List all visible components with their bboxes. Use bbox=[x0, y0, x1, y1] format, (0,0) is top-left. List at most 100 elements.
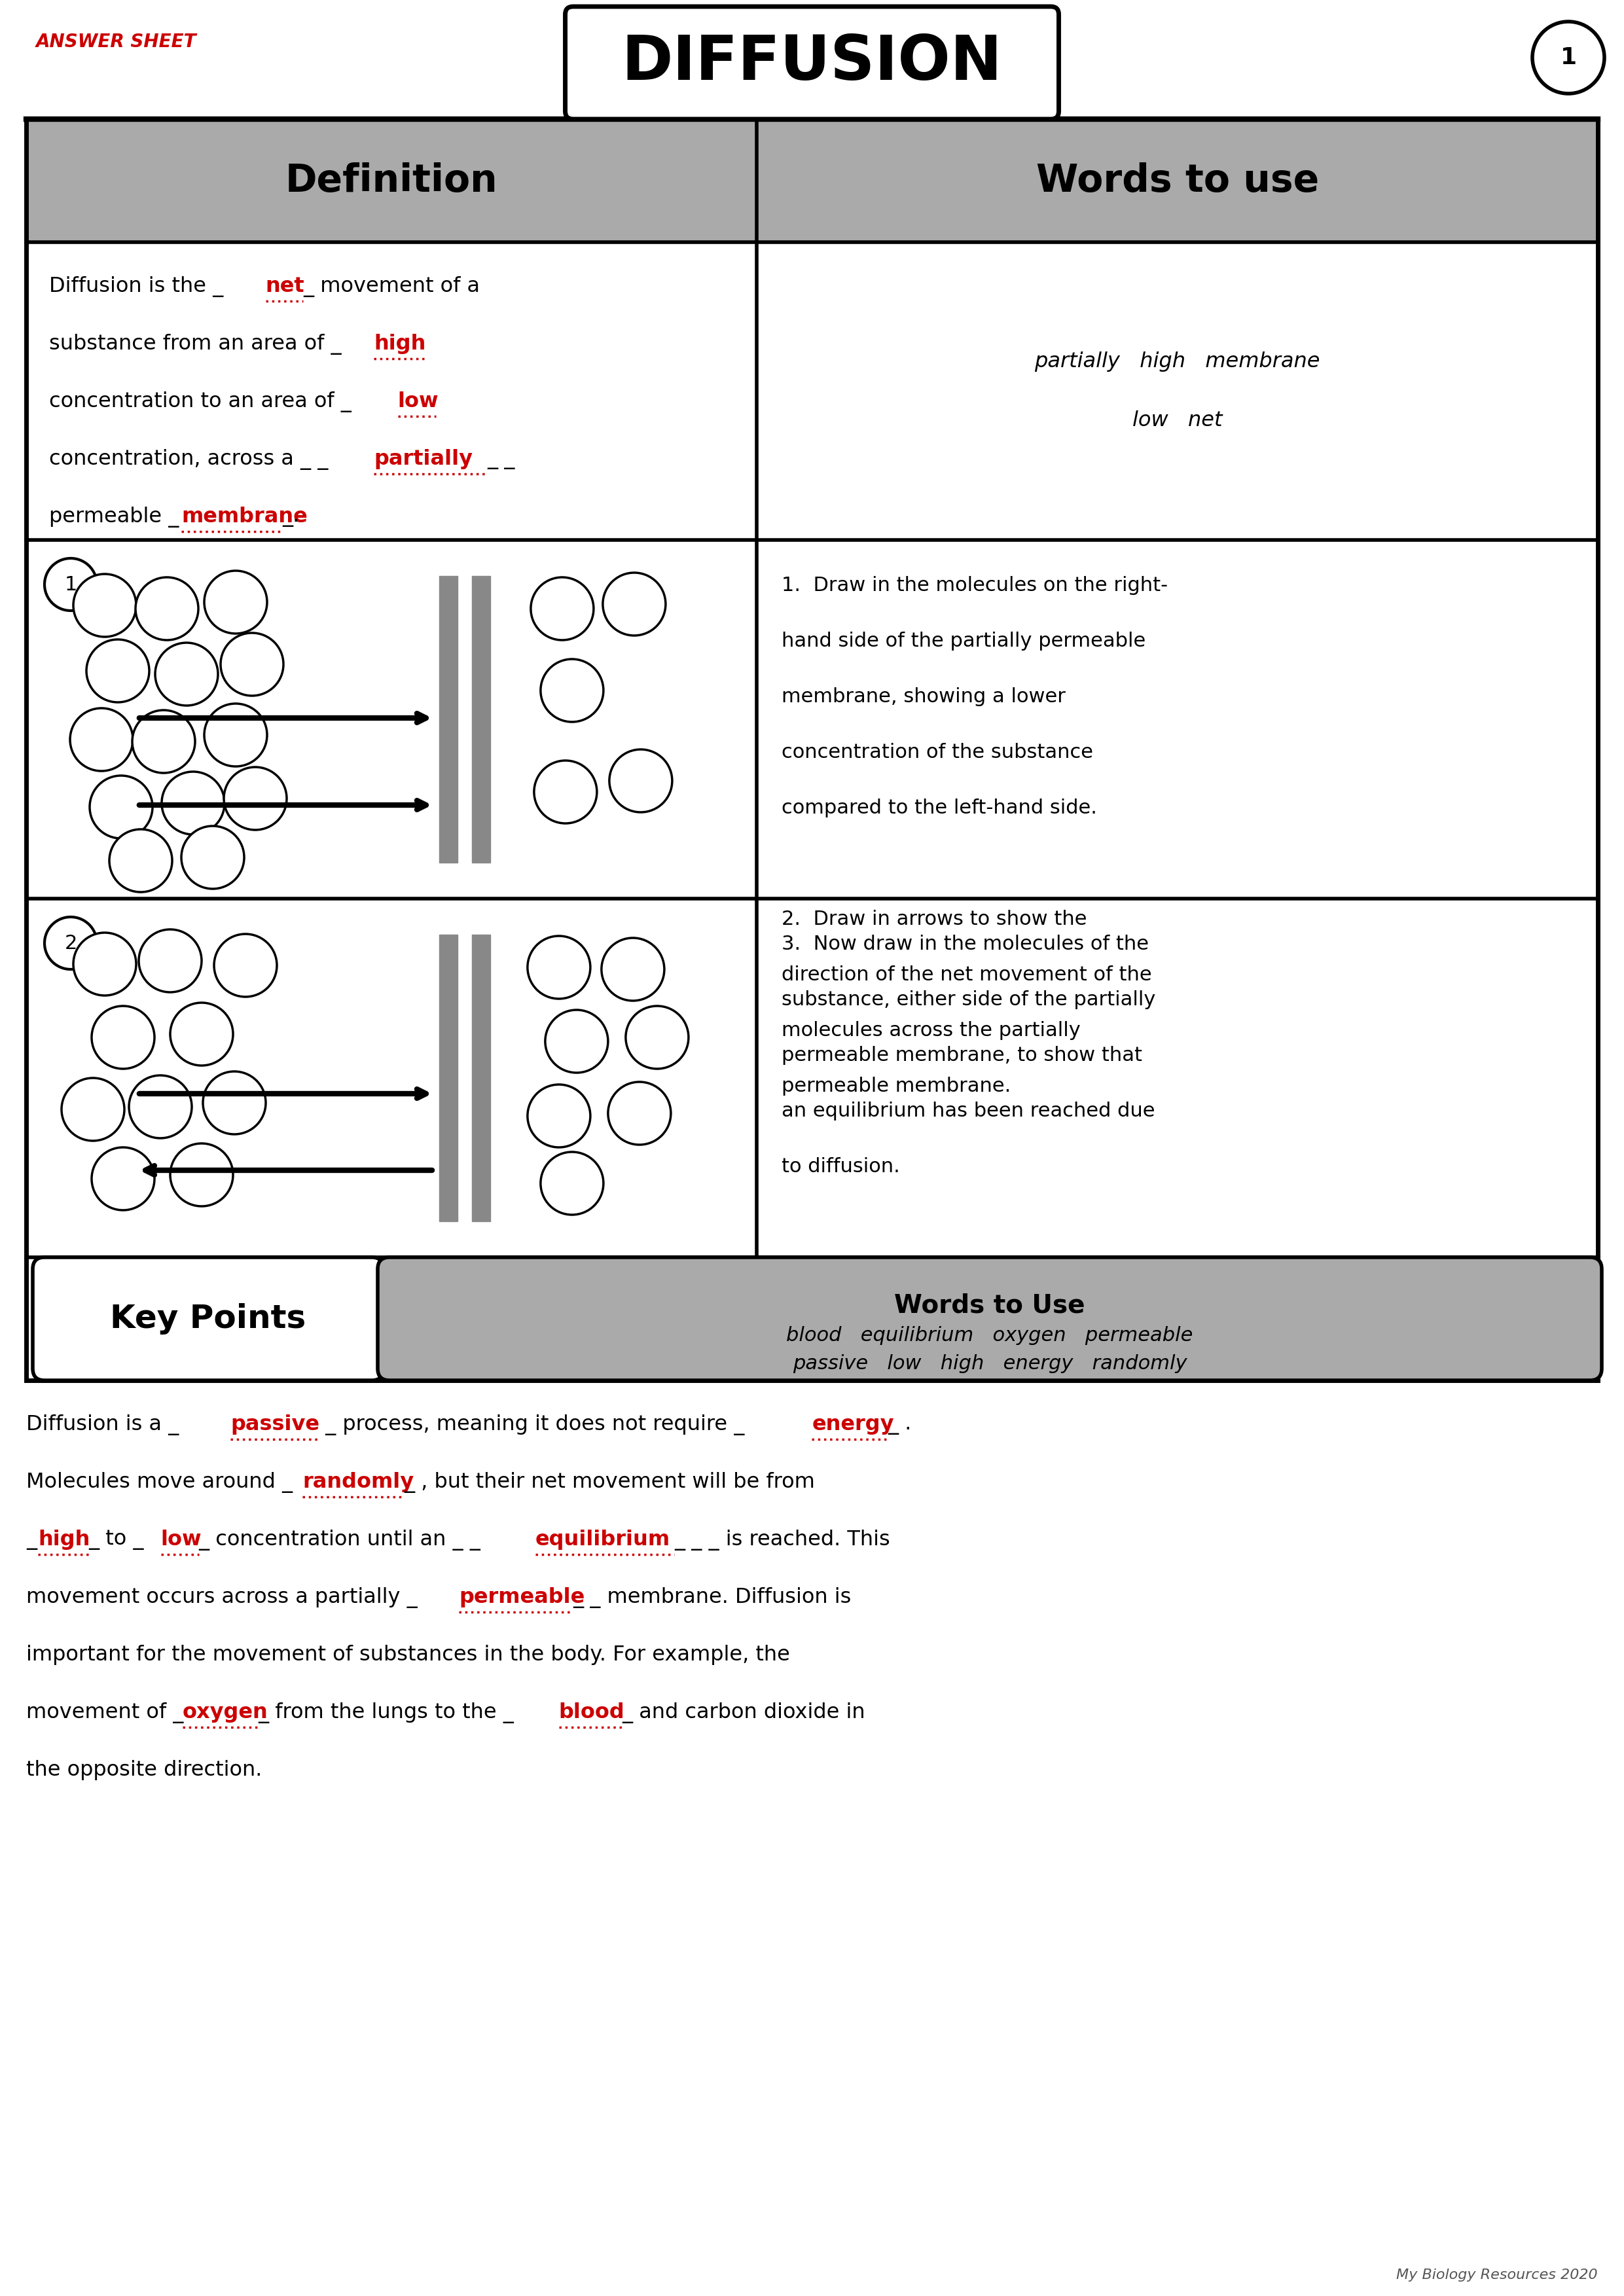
Text: to diffusion.: to diffusion. bbox=[781, 1157, 900, 1176]
Circle shape bbox=[70, 707, 133, 771]
Bar bbox=[438, 576, 458, 863]
Text: Diffusion is the _: Diffusion is the _ bbox=[49, 276, 224, 296]
FancyBboxPatch shape bbox=[378, 1258, 1601, 1380]
Circle shape bbox=[135, 576, 198, 641]
Text: _ and carbon dioxide in: _ and carbon dioxide in bbox=[622, 1701, 866, 1724]
Text: 1.  Draw in the molecules on the right-: 1. Draw in the molecules on the right- bbox=[781, 576, 1168, 595]
Text: movement occurs across a partially _: movement occurs across a partially _ bbox=[26, 1587, 417, 1607]
Text: permeable _: permeable _ bbox=[49, 507, 179, 528]
Text: direction of the net movement of the: direction of the net movement of the bbox=[781, 964, 1151, 985]
Circle shape bbox=[214, 934, 276, 996]
Circle shape bbox=[221, 634, 284, 696]
FancyBboxPatch shape bbox=[565, 7, 1059, 119]
Text: _ movement of a: _ movement of a bbox=[304, 276, 481, 296]
Circle shape bbox=[534, 760, 598, 824]
Circle shape bbox=[528, 1084, 591, 1148]
Circle shape bbox=[73, 574, 136, 636]
Text: Words to Use: Words to Use bbox=[895, 1293, 1085, 1318]
Circle shape bbox=[86, 641, 149, 703]
Text: passive   low   high   energy   randomly: passive low high energy randomly bbox=[793, 1355, 1187, 1373]
FancyBboxPatch shape bbox=[32, 1258, 383, 1380]
Circle shape bbox=[91, 1006, 154, 1070]
Text: high: high bbox=[374, 333, 425, 354]
Text: molecules across the partially: molecules across the partially bbox=[781, 1022, 1082, 1040]
Circle shape bbox=[73, 932, 136, 996]
Text: My Biology Resources 2020: My Biology Resources 2020 bbox=[1397, 2268, 1598, 2282]
Text: _ from the lungs to the _: _ from the lungs to the _ bbox=[258, 1701, 515, 1724]
Circle shape bbox=[541, 659, 604, 721]
Circle shape bbox=[603, 572, 666, 636]
Text: 2.  Draw in arrows to show the: 2. Draw in arrows to show the bbox=[781, 909, 1086, 930]
Text: 2: 2 bbox=[65, 934, 76, 953]
Bar bbox=[473, 576, 490, 863]
Text: permeable membrane, to show that: permeable membrane, to show that bbox=[781, 1047, 1143, 1065]
Text: 1: 1 bbox=[65, 574, 76, 595]
Circle shape bbox=[609, 748, 672, 813]
Text: Diffusion is a _: Diffusion is a _ bbox=[26, 1414, 185, 1435]
Text: hand side of the partially permeable: hand side of the partially permeable bbox=[781, 631, 1147, 650]
Text: movement of _: movement of _ bbox=[26, 1701, 184, 1724]
Text: oxygen: oxygen bbox=[182, 1701, 268, 1722]
Text: ANSWER SHEET: ANSWER SHEET bbox=[36, 32, 197, 51]
Text: equilibrium: equilibrium bbox=[536, 1529, 671, 1550]
Text: membrane: membrane bbox=[182, 507, 307, 526]
Text: _: _ bbox=[26, 1529, 37, 1550]
Text: partially: partially bbox=[374, 450, 473, 468]
Text: an equilibrium has been reached due: an equilibrium has been reached due bbox=[781, 1102, 1155, 1120]
Text: low: low bbox=[161, 1529, 201, 1550]
Text: DIFFUSION: DIFFUSION bbox=[622, 32, 1002, 92]
Circle shape bbox=[156, 643, 218, 705]
Circle shape bbox=[62, 1077, 125, 1141]
Circle shape bbox=[91, 1148, 154, 1210]
Bar bbox=[26, 119, 1598, 1380]
Circle shape bbox=[128, 1075, 192, 1139]
Text: concentration, across a _ _: concentration, across a _ _ bbox=[49, 450, 328, 471]
Text: blood   equilibrium   oxygen   permeable: blood equilibrium oxygen permeable bbox=[786, 1327, 1194, 1345]
Circle shape bbox=[601, 937, 664, 1001]
Text: low: low bbox=[398, 390, 438, 411]
Text: substance, either side of the partially: substance, either side of the partially bbox=[781, 990, 1156, 1010]
Bar bbox=[438, 934, 458, 1221]
Circle shape bbox=[528, 937, 591, 999]
Circle shape bbox=[531, 576, 594, 641]
Circle shape bbox=[1533, 21, 1605, 94]
Text: Words to use: Words to use bbox=[1036, 163, 1319, 200]
Circle shape bbox=[224, 767, 287, 829]
Text: Key Points: Key Points bbox=[110, 1304, 305, 1334]
Text: compared to the left-hand side.: compared to the left-hand side. bbox=[781, 799, 1098, 817]
Text: important for the movement of substances in the body. For example, the: important for the movement of substances… bbox=[26, 1644, 789, 1665]
Text: _ concentration until an _ _: _ concentration until an _ _ bbox=[198, 1529, 481, 1550]
Text: randomly: randomly bbox=[302, 1472, 414, 1492]
Text: _ _ membrane. Diffusion is: _ _ membrane. Diffusion is bbox=[573, 1587, 851, 1607]
Text: passive: passive bbox=[231, 1414, 320, 1435]
Text: _ _ _ is reached. This: _ _ _ is reached. This bbox=[674, 1529, 890, 1550]
Text: 1: 1 bbox=[1561, 46, 1577, 69]
Text: partially   high   membrane: partially high membrane bbox=[1034, 351, 1320, 372]
Circle shape bbox=[546, 1010, 607, 1072]
Text: _ _: _ _ bbox=[487, 450, 515, 468]
Circle shape bbox=[109, 829, 172, 893]
Circle shape bbox=[89, 776, 153, 838]
Text: permeable: permeable bbox=[460, 1587, 585, 1607]
Text: concentration to an area of _: concentration to an area of _ bbox=[49, 390, 351, 413]
Text: net: net bbox=[265, 276, 305, 296]
Text: _ to _: _ to _ bbox=[89, 1529, 145, 1550]
Circle shape bbox=[162, 771, 224, 833]
Text: energy: energy bbox=[812, 1414, 895, 1435]
Circle shape bbox=[171, 1143, 232, 1205]
Text: Molecules move around _: Molecules move around _ bbox=[26, 1472, 292, 1492]
Circle shape bbox=[205, 572, 266, 634]
Circle shape bbox=[541, 1153, 604, 1215]
Text: _ .: _ . bbox=[888, 1414, 911, 1435]
Circle shape bbox=[205, 703, 266, 767]
Text: substance from an area of _: substance from an area of _ bbox=[49, 333, 341, 356]
Bar bbox=[26, 119, 757, 241]
Text: the opposite direction.: the opposite direction. bbox=[26, 1761, 261, 1779]
Circle shape bbox=[625, 1006, 689, 1070]
Circle shape bbox=[171, 1003, 232, 1065]
Circle shape bbox=[138, 930, 201, 992]
Text: blood: blood bbox=[559, 1701, 625, 1722]
Circle shape bbox=[44, 558, 97, 611]
Text: _ process, meaning it does not require _: _ process, meaning it does not require _ bbox=[318, 1414, 745, 1435]
Text: permeable membrane.: permeable membrane. bbox=[781, 1077, 1012, 1095]
